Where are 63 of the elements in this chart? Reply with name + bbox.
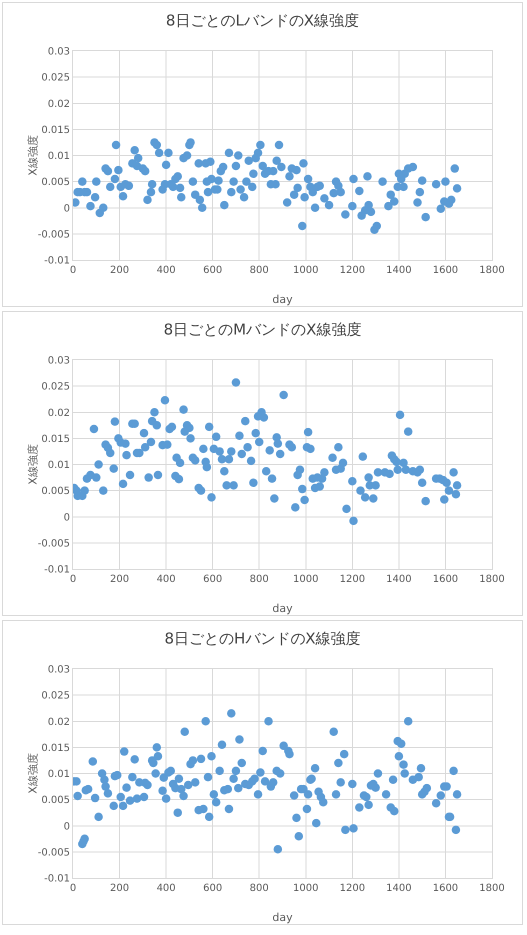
x-tick-label: 1600: [432, 265, 458, 276]
x-tick-label: 800: [250, 883, 269, 894]
x-tick-label: 1800: [479, 883, 505, 894]
x-tick-label: 400: [156, 574, 176, 585]
x-tick-label: 600: [203, 574, 222, 585]
y-tick-label: 0: [64, 512, 70, 524]
x-tick-label: 1600: [432, 574, 458, 585]
x-tick-label: 1000: [293, 883, 319, 894]
x-axis-title: day: [272, 911, 294, 924]
x-tick-label: 1000: [293, 265, 319, 276]
x-tick-label: 1400: [386, 883, 412, 894]
y-axis-title: X線強度: [26, 444, 40, 485]
chart-title: 8日ごとのMバンドのX線強度: [164, 320, 362, 339]
x-tick-label: 600: [203, 265, 222, 276]
y-tick-label: 0.01: [48, 769, 70, 780]
y-tick-label: 0.01: [48, 460, 70, 471]
x-tick-label: 1400: [386, 265, 412, 276]
x-tick-label: 1200: [340, 883, 366, 894]
x-tick-label: 1600: [432, 883, 458, 894]
x-tick-label: 1800: [479, 574, 505, 585]
chart-title: 8日ごとのLバンドのX線強度: [166, 12, 360, 30]
x-tick-label: 1000: [293, 574, 319, 585]
y-tick-label: 0.015: [41, 742, 70, 754]
y-tick-label: 0.025: [41, 690, 70, 702]
y-tick-label: -0.005: [38, 538, 70, 550]
y-tick-label: 0.03: [48, 664, 70, 676]
x-tick-label: 200: [110, 265, 130, 276]
y-tick-label: 0: [64, 821, 70, 832]
y-tick-label: 0.005: [41, 486, 70, 498]
y-tick-label: 0.025: [41, 72, 70, 84]
y-tick-label: -0.005: [38, 847, 70, 858]
x-tick-label: 600: [203, 883, 222, 894]
x-axis-title: day: [272, 602, 294, 615]
y-axis-title: X線強度: [26, 135, 40, 176]
x-tick-label: 200: [110, 883, 130, 894]
y-tick-label: 0.02: [48, 98, 70, 110]
y-tick-label: -0.01: [44, 564, 70, 576]
x-tick-label: 1800: [479, 265, 505, 276]
y-tick-label: -0.01: [44, 874, 70, 884]
x-tick-label: 1400: [386, 574, 412, 585]
y-tick-label: -0.005: [38, 229, 70, 240]
x-tick-label: 200: [110, 574, 130, 585]
x-tick-label: 400: [156, 883, 176, 894]
y-tick-label: 0: [64, 203, 70, 214]
y-tick-label: -0.01: [44, 256, 70, 266]
y-tick-label: 0.01: [48, 151, 70, 162]
x-tick-label: 1200: [340, 574, 366, 585]
y-tick-label: 0.03: [48, 356, 70, 366]
y-tick-label: 0.03: [48, 46, 70, 58]
y-axis-title: X線強度: [26, 753, 40, 794]
x-tick-label: 1200: [340, 265, 366, 276]
y-tick-label: 0.025: [41, 382, 70, 393]
chart-title: 8日ごとのHバンドのX線強度: [164, 630, 361, 648]
x-tick-label: 400: [156, 265, 176, 276]
y-tick-label: 0.005: [41, 177, 70, 188]
y-tick-label: 0.005: [41, 795, 70, 806]
y-tick-label: 0.015: [41, 434, 70, 445]
y-tick-label: 0.02: [48, 716, 70, 728]
y-tick-label: 0.015: [41, 124, 70, 136]
y-tick-label: 0.02: [48, 408, 70, 419]
x-axis-title: day: [272, 293, 294, 306]
x-tick-label: 800: [250, 265, 269, 276]
x-tick-label: 800: [250, 574, 269, 585]
